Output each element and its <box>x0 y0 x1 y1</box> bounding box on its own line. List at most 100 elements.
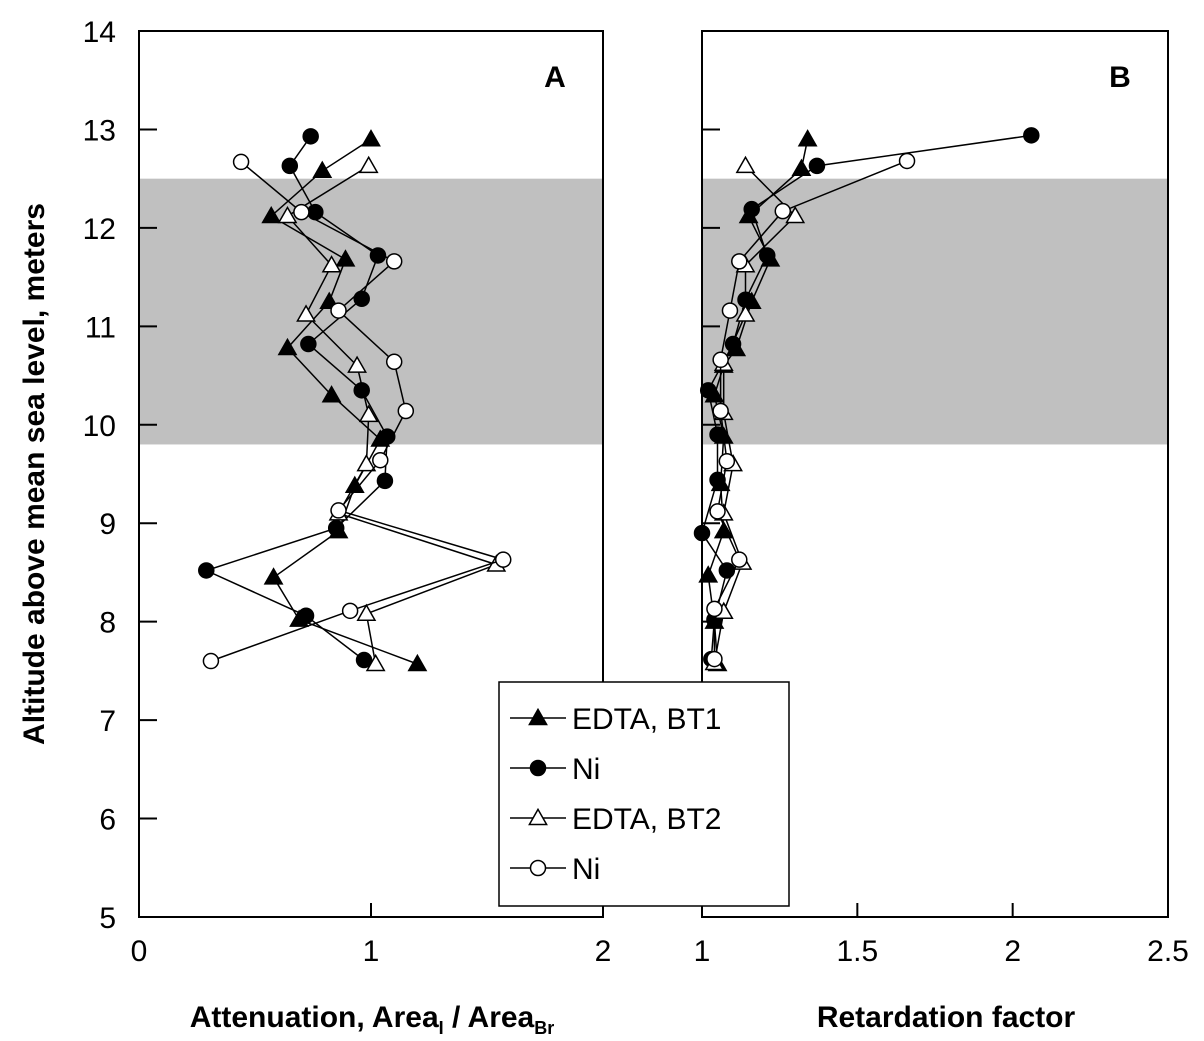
data-point-triangle <box>361 129 381 147</box>
y-tick-label: 14 <box>83 16 116 49</box>
data-point-circle <box>706 600 723 618</box>
data-point-circle <box>721 302 739 319</box>
data-point-circle <box>385 353 403 371</box>
data-point-triangle <box>528 807 548 826</box>
panel-a-label: A <box>544 61 566 94</box>
data-point-triangle <box>797 129 818 147</box>
data-point-circle <box>774 202 792 220</box>
data-point-circle <box>731 253 748 270</box>
data-point-triangle <box>347 355 367 373</box>
data-point-circle <box>341 602 359 620</box>
data-point-circle <box>302 128 319 145</box>
panel-b-x-tick-label: 2.5 <box>1147 935 1189 968</box>
legend-label: EDTA, BT1 <box>572 703 721 736</box>
legend-entry: Ni <box>510 753 600 786</box>
data-point-triangle <box>296 304 316 322</box>
data-point-triangle <box>263 567 284 585</box>
data-point-triangle <box>698 565 719 583</box>
data-point-circle <box>718 562 736 579</box>
y-tick-label: 6 <box>99 804 116 837</box>
data-point-triangle <box>735 304 756 322</box>
data-point-circle <box>202 652 220 670</box>
data-point-circle <box>529 759 547 777</box>
data-point-circle <box>293 203 310 221</box>
data-point-circle <box>232 153 250 171</box>
data-series <box>198 127 1040 672</box>
data-point-triangle <box>335 249 356 267</box>
data-point-triangle <box>735 155 756 174</box>
data-point-circle <box>743 200 760 218</box>
data-point-circle <box>709 471 726 489</box>
panel-a-series-2 <box>277 155 507 672</box>
panel-a-x-tick-label: 0 <box>131 935 148 968</box>
y-tick-label: 9 <box>99 508 116 541</box>
y-tick-label: 10 <box>83 410 116 443</box>
data-point-circle <box>330 502 347 519</box>
data-point-triangle <box>407 653 428 672</box>
data-point-triangle <box>785 205 806 224</box>
data-point-triangle <box>277 337 298 356</box>
legend-entry: EDTA, BT1 <box>510 703 721 736</box>
data-point-triangle <box>321 385 342 403</box>
data-point-triangle <box>528 707 548 726</box>
data-point-triangle <box>356 603 377 622</box>
legend-entry: EDTA, BT2 <box>510 803 721 836</box>
axis-ticks <box>138 30 1169 918</box>
y-tick-label: 13 <box>83 114 116 147</box>
data-point-triangle <box>365 653 386 672</box>
data-point-circle <box>529 859 547 877</box>
data-point-triangle <box>358 404 379 423</box>
data-point-circle <box>397 402 415 420</box>
y-tick-label: 8 <box>99 607 116 640</box>
data-point-triangle <box>356 454 377 472</box>
data-point-circle <box>718 452 736 470</box>
legend-label: EDTA, BT2 <box>572 803 721 836</box>
panel-b-frame <box>701 30 1169 918</box>
legend: EDTA, BT1 Ni EDTA, BT2 Ni <box>498 681 790 907</box>
y-tick-label: 5 <box>99 902 116 935</box>
data-point-triangle <box>312 160 333 179</box>
data-point-triangle <box>261 205 282 224</box>
panel-b-shaded-band <box>702 178 1168 445</box>
data-point-circle <box>369 247 387 264</box>
x-title-mid: / Area <box>444 1001 535 1034</box>
panel-b-x-tick-label: 1 <box>694 935 711 968</box>
x-title-sub-i: I <box>439 1018 444 1038</box>
panel-b-series-3 <box>706 152 916 668</box>
legend-label: Ni <box>572 753 600 786</box>
series-line <box>707 139 809 665</box>
data-point-circle <box>731 551 748 568</box>
data-point-circle <box>758 247 776 264</box>
legend-label: Ni <box>572 853 600 886</box>
data-point-circle <box>297 607 315 625</box>
data-point-circle <box>699 382 717 399</box>
panel-b-x-tick-label: 2 <box>1004 935 1021 968</box>
data-point-circle <box>808 157 826 175</box>
y-tick-label: 11 <box>85 311 116 344</box>
y-tick-label: 12 <box>83 213 116 246</box>
panel-a-x-axis-title: Attenuation, AreaI / AreaBr <box>190 1001 555 1038</box>
data-point-circle <box>706 650 723 668</box>
panel-a-x-tick-label: 2 <box>595 935 612 968</box>
data-point-circle <box>1023 127 1040 144</box>
data-point-circle <box>198 562 215 579</box>
y-tick-label: 7 <box>99 705 116 738</box>
panel-b-x-tick-label: 1.5 <box>836 935 878 968</box>
data-point-triangle <box>358 155 379 174</box>
data-point-circle <box>330 302 347 319</box>
data-point-circle <box>353 290 370 308</box>
x-title-main: Attenuation, Area <box>190 1001 439 1034</box>
data-point-circle <box>712 351 729 369</box>
data-point-circle <box>709 503 726 520</box>
data-point-circle <box>709 426 726 443</box>
panel-b-label: B <box>1109 61 1131 94</box>
y-axis-title: Altitude above mean sea level, meters <box>18 203 51 745</box>
panel-a-series-3 <box>202 153 512 670</box>
data-point-circle <box>898 152 916 170</box>
data-point-circle <box>494 551 512 568</box>
data-point-triangle <box>277 205 298 224</box>
panel-a-shaded-band <box>139 178 603 445</box>
panel-b-x-axis-title: Retardation factor <box>817 1001 1076 1034</box>
